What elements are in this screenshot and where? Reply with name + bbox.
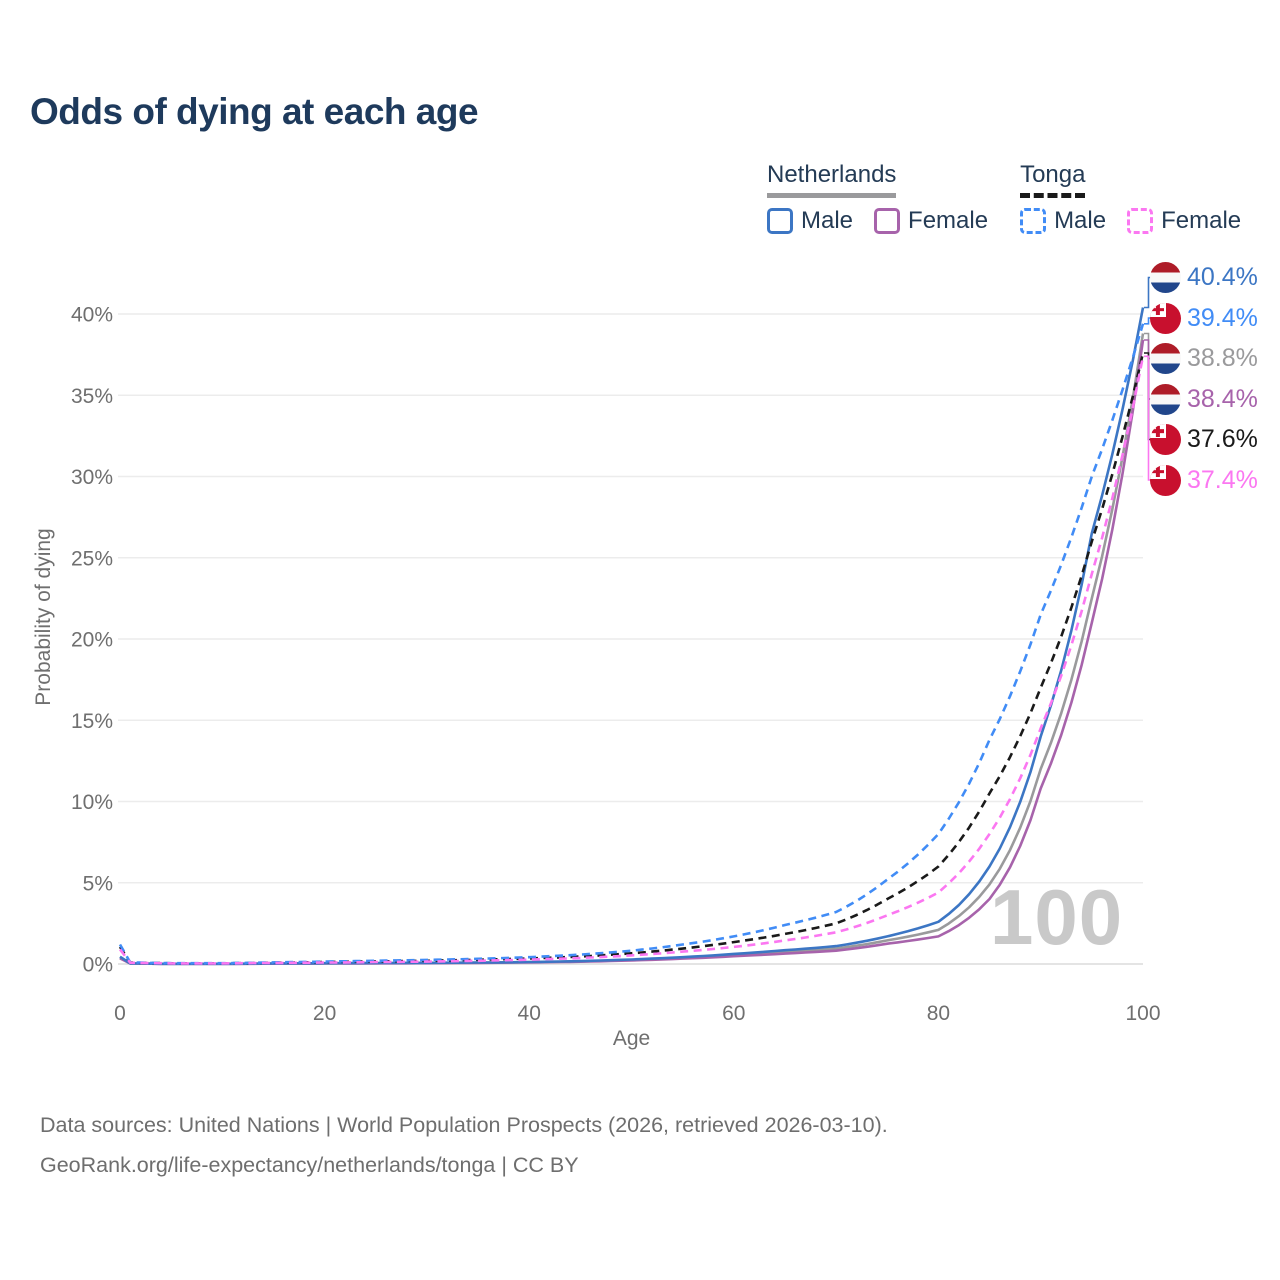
end-label-row-netherlands-male: 40.4%	[1150, 262, 1258, 293]
legend-item-label: Female	[1161, 207, 1242, 234]
legend-item-tonga-female[interactable]: Female	[1127, 207, 1241, 235]
footer-attribution: GeoRank.org/life-expectancy/netherlands/…	[40, 1153, 579, 1177]
legend-swatch-icon	[767, 208, 793, 234]
x-tick-40: 40	[518, 1002, 541, 1025]
tonga-flag-canton	[1150, 464, 1167, 479]
legend-item-netherlands-male[interactable]: Male	[767, 207, 853, 235]
x-tick-80: 80	[927, 1002, 950, 1025]
series-line-netherlands-male	[119, 307, 1145, 966]
legend-group-netherlands: Netherlands Male Female	[767, 161, 988, 235]
leader-line-tonga-female	[1144, 355, 1152, 481]
series-line-tonga-male	[118, 323, 1145, 965]
tonga-flag-icon	[1150, 302, 1181, 334]
tonga-flag-icon	[1150, 424, 1181, 455]
series-line-netherlands-both-sexes	[119, 333, 1145, 966]
end-label-value: 37.4%	[1187, 465, 1258, 494]
legend-swatch-icon	[1127, 208, 1154, 234]
netherlands-flag-icon	[1150, 343, 1181, 374]
tonga-flag-canton	[1150, 424, 1167, 439]
legend-items-netherlands: Male Female	[767, 207, 988, 235]
legend-country-netherlands: Netherlands	[767, 161, 897, 198]
end-label-row-tonga-male: 39.4%	[1150, 302, 1258, 334]
y-tick-40%: 40%	[71, 304, 113, 327]
x-axis-title: Age	[612, 1027, 651, 1050]
footer: Data sources: United Nations | World Pop…	[40, 1105, 888, 1185]
y-axis-title: Probability of dying	[32, 528, 55, 706]
series-line-netherlands-female	[119, 339, 1145, 966]
end-label-row-tonga-female: 37.4%	[1150, 464, 1258, 496]
legend-country-tonga: Tonga	[1020, 161, 1086, 198]
x-tick-0: 0	[114, 1002, 126, 1025]
x-tick-100: 100	[1125, 1002, 1160, 1025]
legend-swatch-icon	[874, 208, 901, 234]
legend-swatch-icon	[1020, 208, 1047, 234]
y-tick-15%: 15%	[71, 710, 113, 733]
legend-items-tonga: Male Female	[1020, 207, 1241, 235]
end-label-row-tonga-both-sexes: 37.6%	[1150, 424, 1258, 455]
x-tick-20: 20	[313, 1002, 336, 1025]
x-tick-60: 60	[722, 1002, 745, 1025]
end-label-value: 38.4%	[1187, 384, 1258, 413]
legend-item-label: Male	[1054, 207, 1107, 234]
end-label-row-netherlands-female: 38.4%	[1150, 383, 1258, 415]
legend-item-tonga-male[interactable]: Male	[1020, 207, 1106, 235]
end-label-value: 39.4%	[1187, 303, 1258, 332]
legend-item-label: Male	[801, 207, 854, 234]
tonga-flag-canton	[1150, 302, 1167, 317]
y-tick-35%: 35%	[71, 385, 113, 408]
end-label-value: 40.4%	[1187, 263, 1258, 291]
page-title: Odds of dying at each age	[30, 91, 479, 132]
legend-group-tonga: Tonga Male Female	[1020, 161, 1241, 235]
watermark-age: 100	[990, 873, 1124, 961]
end-label-row-netherlands-both-sexes: 38.8%	[1150, 343, 1258, 374]
end-label-value: 38.8%	[1187, 344, 1258, 372]
tonga-flag-icon	[1150, 464, 1181, 496]
netherlands-flag-icon	[1150, 262, 1181, 293]
legend-item-label: Female	[908, 207, 989, 234]
legend-item-netherlands-female[interactable]: Female	[874, 207, 988, 235]
netherlands-flag-icon	[1150, 383, 1181, 415]
y-tick-0%: 0%	[83, 954, 113, 977]
y-tick-30%: 30%	[71, 466, 113, 489]
y-tick-5%: 5%	[83, 872, 113, 895]
footer-sources: Data sources: United Nations | World Pop…	[40, 1113, 888, 1137]
end-label-value: 37.6%	[1187, 425, 1258, 453]
y-tick-25%: 25%	[71, 547, 113, 570]
y-tick-10%: 10%	[71, 791, 113, 814]
legend: Netherlands Male Female Tonga Male Female	[767, 161, 1241, 235]
y-tick-20%: 20%	[71, 629, 113, 652]
